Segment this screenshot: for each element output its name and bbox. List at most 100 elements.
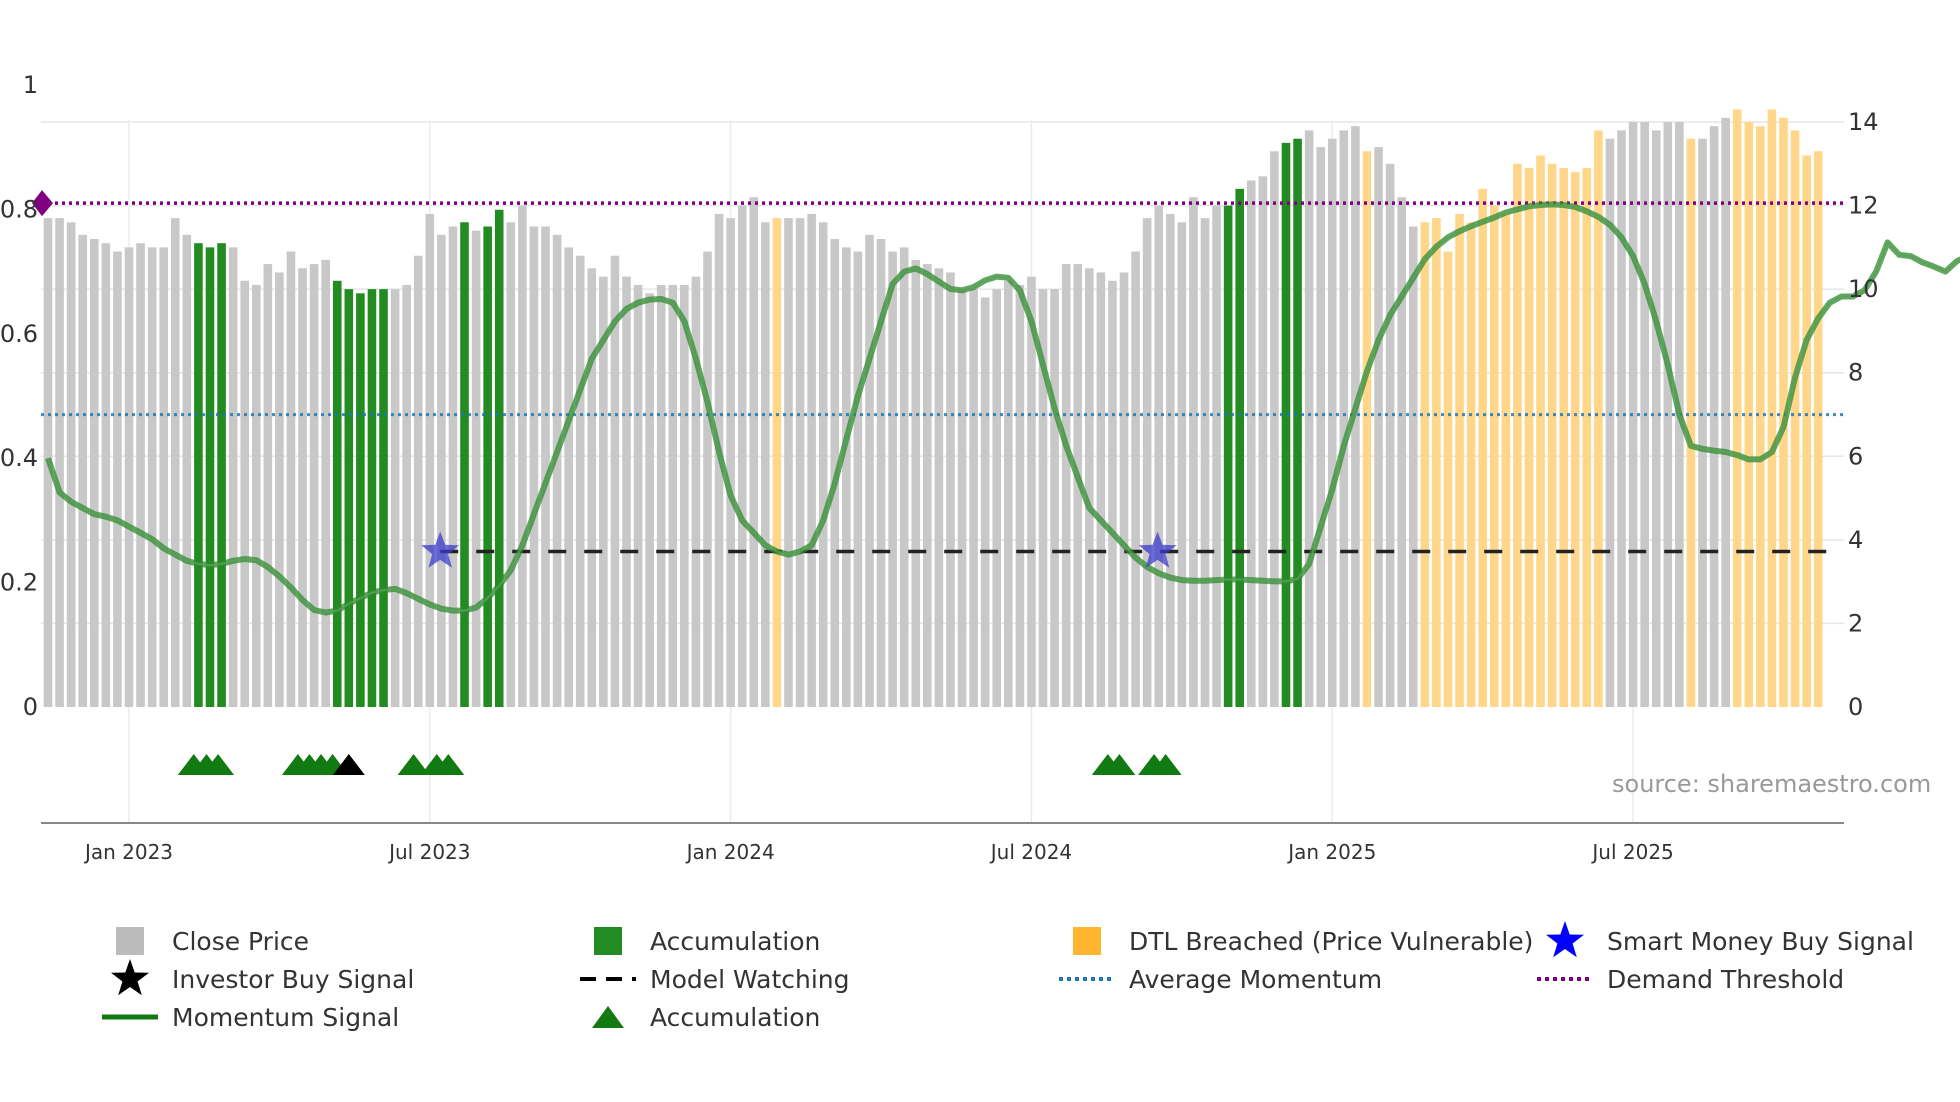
dtl-breached-bar <box>1767 109 1777 707</box>
signal-markers <box>177 531 1182 775</box>
dtl-breached-bar <box>1779 117 1788 708</box>
dtl-breached-bar <box>1489 205 1499 708</box>
accumulation-marker <box>432 754 465 775</box>
close-price-bar <box>159 247 168 707</box>
left-axis-tick: 0.6 <box>0 320 38 348</box>
dtl-breached-bar <box>1594 130 1603 707</box>
close-price-bar <box>1709 126 1719 707</box>
dtl-breached-bar <box>1362 151 1372 707</box>
close-price-bar <box>599 276 608 707</box>
demand-threshold-marker <box>32 190 53 217</box>
accumulation-bar <box>1293 138 1302 707</box>
momentum-signal-line-core <box>47 203 1960 614</box>
dtl-breached-bar <box>1582 167 1592 707</box>
left-axis-tick: 0.4 <box>0 444 38 472</box>
close-price-bar <box>946 272 955 707</box>
close-price-bar <box>552 234 562 708</box>
close-price-bar <box>1096 272 1106 707</box>
close-price-bar <box>402 284 411 707</box>
dtl-breached-bar <box>1536 155 1545 707</box>
left-axis-tick: 0.8 <box>0 195 38 223</box>
right-axis-tick: 2 <box>1848 609 1863 637</box>
close-price-bar <box>1385 163 1395 708</box>
dtl-breached-bar <box>1547 163 1557 708</box>
close-price-bar <box>298 268 307 707</box>
close-price-bar <box>587 268 597 707</box>
close-price-bar <box>437 234 446 708</box>
close-price-bar <box>1270 151 1279 707</box>
close-price-bar <box>78 234 88 708</box>
close-price-bar <box>691 276 701 707</box>
accumulation-bar <box>205 247 215 707</box>
close-price-bar <box>934 268 944 707</box>
close-price-bar <box>899 247 909 707</box>
close-price-bar <box>980 297 990 707</box>
close-price-bar <box>1212 205 1221 708</box>
close-price-bar <box>1108 280 1117 707</box>
close-price-bar <box>66 222 76 708</box>
accumulation-bar <box>1281 142 1291 708</box>
close-price-bar <box>251 284 261 707</box>
accumulation-bar <box>332 280 342 707</box>
close-price-bar <box>1651 130 1661 707</box>
close-price-bar <box>471 230 481 707</box>
close-price-bar <box>1004 280 1013 707</box>
close-price-bar <box>969 289 978 707</box>
close-price-bar <box>923 264 932 707</box>
x-axis-tick: Jul 2025 <box>1590 840 1673 864</box>
accumulation-marker <box>1149 754 1182 775</box>
smart-money-buy-signal <box>1138 531 1177 568</box>
accumulation-bar <box>367 289 377 707</box>
close-price-bar <box>413 255 423 707</box>
close-price-bar <box>911 259 921 707</box>
right-axis-tick: 0 <box>1848 693 1863 721</box>
dtl-breached-bar <box>1790 130 1800 707</box>
close-price-bar <box>1408 226 1418 707</box>
close-price-bar <box>726 218 735 707</box>
close-price-bar <box>518 205 527 708</box>
right-axis-tick: 6 <box>1848 442 1863 470</box>
close-price-bar <box>703 251 712 708</box>
close-price-bar <box>865 234 874 708</box>
close-price-bar <box>1339 130 1349 707</box>
close-price-bar <box>89 239 99 707</box>
close-price-bar <box>1131 251 1140 708</box>
close-price-bar <box>1027 276 1036 707</box>
close-price-bar <box>1617 130 1626 707</box>
accumulation-bar <box>460 222 469 708</box>
price-bars <box>43 109 1823 708</box>
close-price-bar <box>1304 130 1314 707</box>
dtl-breached-bar <box>1478 188 1487 707</box>
close-price-bar <box>1050 289 1059 707</box>
close-price-bar <box>575 255 585 707</box>
source-note: source: sharemaestro.com <box>1612 770 1932 798</box>
close-price-bar <box>1154 205 1164 708</box>
close-price-bar <box>957 289 967 707</box>
right-axis-tick: 14 <box>1848 108 1879 136</box>
close-price-bar <box>1142 218 1152 707</box>
close-price-bar <box>124 247 134 707</box>
close-price-bar <box>784 218 793 707</box>
close-price-bar <box>680 284 689 707</box>
accumulation-bar <box>483 226 492 707</box>
accumulation-bar <box>194 243 203 707</box>
dtl-breached-bar <box>1686 138 1696 707</box>
close-price-bar <box>286 251 296 708</box>
close-price-bar <box>263 264 273 707</box>
close-price-bar <box>853 251 863 708</box>
dtl-breached-bar <box>1466 222 1476 708</box>
close-price-bar <box>182 234 192 708</box>
momentum-signal-layer <box>45 201 1960 616</box>
close-price-bar <box>1397 197 1406 707</box>
close-price-bar <box>147 247 157 707</box>
close-price-bar <box>1119 272 1129 707</box>
accumulation-marker <box>1103 754 1136 775</box>
dtl-breached-bar <box>1455 213 1464 707</box>
close-price-bar <box>170 218 180 707</box>
close-price-bar <box>876 239 886 707</box>
close-price-bar <box>1038 289 1048 707</box>
dtl-breached-bar <box>1420 222 1430 708</box>
close-price-bar <box>1721 117 1730 708</box>
x-axis-tick: Jul 2023 <box>387 840 470 864</box>
x-axis-tick: Jul 2024 <box>989 840 1072 864</box>
